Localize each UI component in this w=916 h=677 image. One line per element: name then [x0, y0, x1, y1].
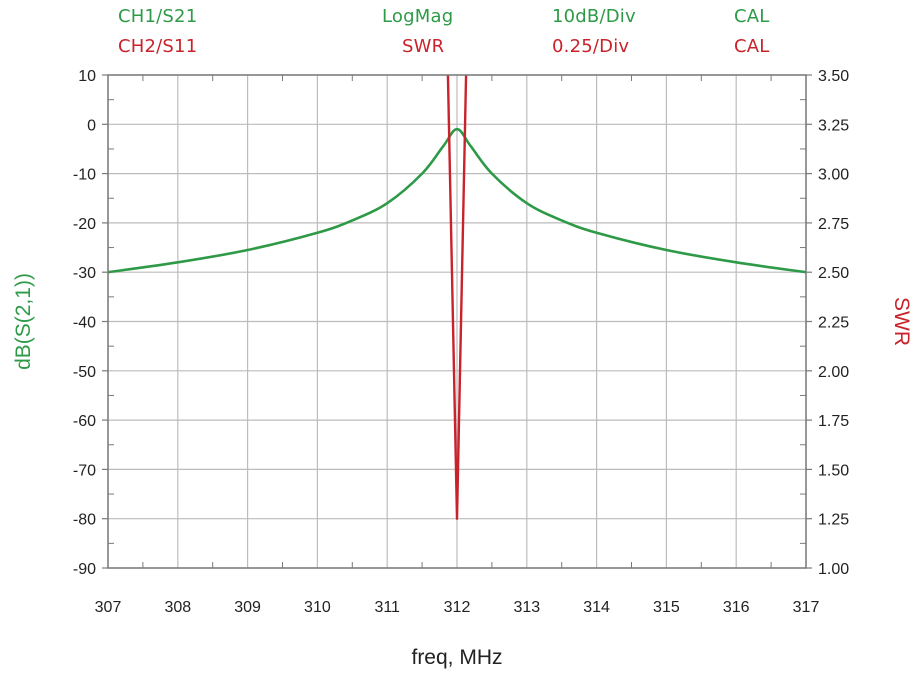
series-line-ch2-s11	[446, 75, 468, 520]
x-tick-label: 311	[374, 599, 400, 616]
y-left-tick-label: -30	[73, 265, 96, 282]
ch2-channel-label: CH2/S11	[118, 36, 198, 57]
y-right-tick-label: 1.50	[818, 462, 849, 479]
series-line-ch1-s21	[108, 127, 806, 274]
y-left-tick-labels: 10 0 -10 -20 -30 -40 -50 -60 -70 -80 -90	[73, 68, 96, 578]
y-right-tick-label: 3.25	[818, 117, 849, 134]
x-tick-label: 307	[95, 599, 122, 616]
y-left-axis-title: dB(S(2,1))	[12, 273, 35, 370]
y-right-tick-label: 3.50	[818, 68, 849, 85]
y-left-tick-label: 10	[78, 68, 96, 85]
x-tick-label: 313	[513, 599, 540, 616]
y-right-tick-label: 2.75	[818, 216, 849, 233]
y-right-tick-label: 1.75	[818, 413, 849, 430]
plot-frame	[107, 74, 807, 569]
y-left-tick-label: -60	[73, 413, 96, 430]
ch2-scale-label: 0.25/Div	[552, 36, 630, 57]
x-tick-label: 312	[444, 599, 471, 616]
y-left-tick-label: -50	[73, 364, 96, 381]
ch1-format-label: LogMag	[382, 6, 454, 27]
ch2-format-label: SWR	[402, 36, 445, 57]
x-tick-label: 317	[793, 599, 820, 616]
ch1-status-label: CAL	[734, 6, 770, 27]
y-left-tick-label: -80	[73, 512, 96, 529]
y-left-tick-label: -40	[73, 315, 96, 332]
series-layer	[108, 75, 806, 520]
x-tick-label: 315	[653, 599, 680, 616]
y-right-tick-labels: 3.50 3.25 3.00 2.75 2.50 2.25 2.00 1.75 1.50 1.25…	[818, 68, 849, 578]
y-right-tick-label: 1.25	[818, 512, 849, 529]
y-right-tick-label: 2.00	[818, 364, 849, 381]
y-left-tick-label: -20	[73, 216, 96, 233]
ch1-scale-label: 10dB/Div	[552, 6, 636, 27]
ch1-channel-label: CH1/S21	[118, 6, 198, 27]
x-tick-labels: 307 308 309 310 311 312 313 314 315 316 317	[95, 599, 820, 616]
y-right-tick-label: 2.25	[818, 315, 849, 332]
x-tick-label: 316	[723, 599, 750, 616]
y-left-tick-label: -90	[73, 561, 96, 578]
ch2-status-label: CAL	[734, 36, 770, 57]
y-right-tick-label: 1.00	[818, 561, 849, 578]
x-tick-label: 310	[304, 599, 331, 616]
x-axis-title: freq, MHz	[411, 646, 502, 669]
y-left-tick-label: -10	[73, 167, 96, 184]
y-left-tick-label: 0	[87, 117, 96, 134]
y-left-tick-label: -70	[73, 462, 96, 479]
y-right-tick-label: 2.50	[818, 265, 849, 282]
minor-tick-layer	[102, 74, 812, 569]
x-tick-label: 314	[583, 599, 610, 616]
y-right-tick-label: 3.00	[818, 167, 849, 184]
y-right-axis-title: SWR	[890, 297, 913, 346]
x-tick-label: 309	[234, 599, 261, 616]
x-tick-label: 308	[164, 599, 191, 616]
